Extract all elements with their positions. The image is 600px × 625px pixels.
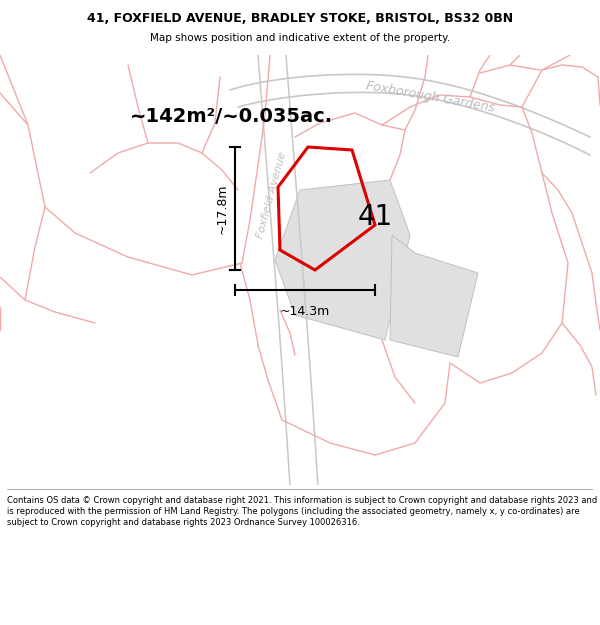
Text: 41, FOXFIELD AVENUE, BRADLEY STOKE, BRISTOL, BS32 0BN: 41, FOXFIELD AVENUE, BRADLEY STOKE, BRIS… [87,12,513,25]
Text: ~17.8m: ~17.8m [215,183,229,234]
Polygon shape [275,180,410,340]
Text: Foxfield Avenue: Foxfield Avenue [256,151,289,239]
Text: ~142m²/~0.035ac.: ~142m²/~0.035ac. [130,107,333,126]
Text: ~14.3m: ~14.3m [280,305,330,318]
Text: 41: 41 [358,203,393,231]
Polygon shape [390,235,478,357]
Text: Map shows position and indicative extent of the property.: Map shows position and indicative extent… [150,33,450,43]
Text: Foxborough Gardens: Foxborough Gardens [365,79,496,115]
Text: Contains OS data © Crown copyright and database right 2021. This information is : Contains OS data © Crown copyright and d… [7,496,598,528]
